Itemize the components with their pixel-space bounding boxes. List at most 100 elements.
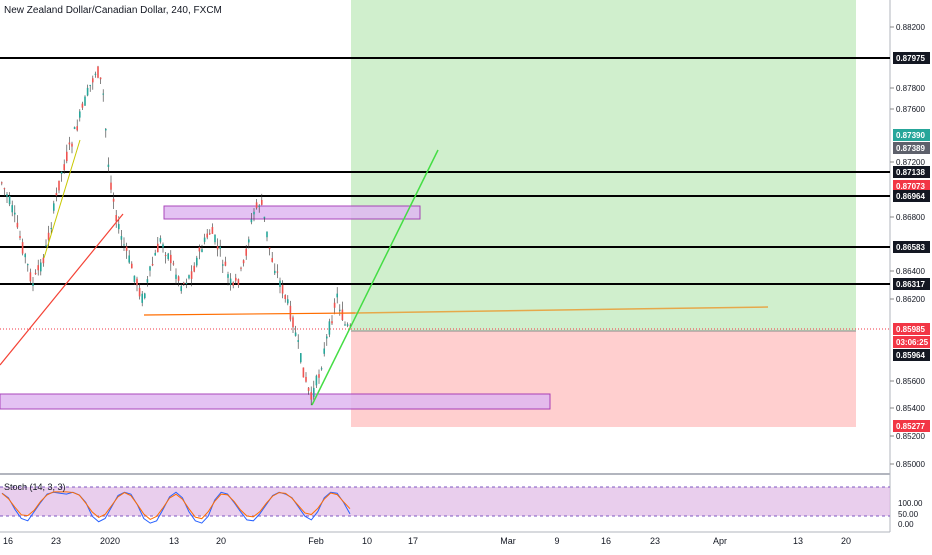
candle-body xyxy=(287,299,289,304)
candle-body xyxy=(266,231,268,238)
candle-body xyxy=(224,261,227,266)
candle-body xyxy=(198,247,201,252)
candle-body xyxy=(305,376,307,382)
price-badge xyxy=(893,336,930,348)
candle-body xyxy=(206,233,208,238)
candle-body xyxy=(24,254,26,258)
candle-body xyxy=(1,182,3,184)
candle-body xyxy=(250,219,253,223)
candle-body xyxy=(237,279,240,286)
candle-body xyxy=(94,73,97,75)
price-badge xyxy=(893,241,930,253)
price-badge-label: 0.87975 xyxy=(896,54,925,63)
candle-body xyxy=(276,271,279,273)
candle-body xyxy=(123,244,125,246)
candle-body xyxy=(201,249,203,253)
candle-body xyxy=(211,227,214,234)
candle-body xyxy=(289,305,292,320)
demand-zone[interactable] xyxy=(0,393,551,410)
stoch-tick-label: 50.00 xyxy=(898,510,919,519)
candle-body xyxy=(177,276,180,281)
supply-zone[interactable] xyxy=(163,205,421,220)
candle-body xyxy=(240,267,242,269)
price-badge-label: 03:06:25 xyxy=(896,338,929,347)
candle-body xyxy=(141,293,143,303)
trend-line-yellow[interactable] xyxy=(43,139,81,259)
candle-body xyxy=(170,254,172,264)
price-badge-label: 0.85277 xyxy=(896,422,925,431)
candle-body xyxy=(263,216,266,219)
time-tick-label: 9 xyxy=(554,536,559,546)
price-badge-label: 0.85985 xyxy=(896,325,925,334)
trend-line-red[interactable] xyxy=(0,213,124,366)
candle-body xyxy=(255,202,258,208)
candlestick-series[interactable] xyxy=(1,65,351,406)
candle-body xyxy=(284,295,286,300)
candle-body xyxy=(34,272,37,275)
trend-line-orange[interactable] xyxy=(143,312,356,316)
time-tick-label: 17 xyxy=(408,536,418,546)
candle-body xyxy=(232,282,234,286)
price-scale-area[interactable] xyxy=(890,0,932,550)
time-tick-label: 2020 xyxy=(100,536,120,546)
candle-body xyxy=(73,127,76,129)
time-tick-label: 16 xyxy=(3,536,13,546)
candle-body xyxy=(346,324,349,326)
time-tick-label: Feb xyxy=(308,536,324,546)
stoch-label: Stoch (14, 3, 3) xyxy=(4,482,66,492)
time-tick-label: 20 xyxy=(216,536,226,546)
candle-body xyxy=(336,293,338,298)
time-tick-label: 20 xyxy=(841,536,851,546)
candle-body xyxy=(214,234,216,243)
candle-body xyxy=(60,171,63,174)
candle-body xyxy=(302,367,305,378)
candle-body xyxy=(279,280,281,287)
time-tick-label: 23 xyxy=(650,536,660,546)
price-badge-label: 0.85964 xyxy=(896,351,925,360)
price-badge-label: 0.86583 xyxy=(896,243,925,252)
candle-body xyxy=(333,302,336,308)
candle-body xyxy=(16,222,19,228)
long-profit-zone[interactable] xyxy=(351,0,856,331)
price-tick-label: 0.85600 xyxy=(896,377,925,386)
candle-body xyxy=(261,199,263,205)
candle-body xyxy=(133,275,136,282)
candle-body xyxy=(274,270,276,274)
candle-body xyxy=(175,274,177,279)
candle-body xyxy=(92,78,94,83)
price-badge-label: 0.87073 xyxy=(896,182,925,191)
trend-line-orange-ext[interactable] xyxy=(354,306,769,314)
candle-body xyxy=(120,236,123,240)
trend-line-green[interactable] xyxy=(311,149,439,406)
price-badge xyxy=(893,166,930,178)
stoch-d-line[interactable] xyxy=(1,491,351,521)
time-scale[interactable]: 16 23 2020 13 20 Feb 10 17 Mar 9 16 23 Apr 13 20 xyxy=(3,536,851,546)
candle-body xyxy=(66,151,68,162)
price-badge xyxy=(893,278,930,290)
long-stop-zone[interactable] xyxy=(351,331,856,427)
time-tick-label: Apr xyxy=(713,536,727,546)
price-tick-label: 0.87800 xyxy=(896,84,925,93)
candle-body xyxy=(315,375,318,386)
price-tick-label: 0.86200 xyxy=(896,295,925,304)
candle-body xyxy=(99,77,102,80)
candle-body xyxy=(105,128,107,131)
price-badge xyxy=(893,420,930,432)
price-tick-label: 0.85200 xyxy=(896,432,925,441)
candle-body xyxy=(159,238,162,242)
candle-body xyxy=(219,246,221,249)
stoch-scale-ticks: 100.00 50.000.00 xyxy=(898,499,923,529)
candle-body xyxy=(185,282,188,284)
price-badge-label: 0.86964 xyxy=(896,192,925,201)
chart-title: New Zealand Dollar/Canadian Dollar, 240,… xyxy=(4,5,222,16)
candle-body xyxy=(110,182,112,190)
stoch-tick-label: 100.00 xyxy=(898,499,923,508)
candle-body xyxy=(180,286,182,292)
candle-body xyxy=(268,247,271,250)
candle-body xyxy=(27,264,29,266)
candle-body xyxy=(323,348,325,354)
price-badge-label: 0.87390 xyxy=(896,131,925,140)
candle-body xyxy=(68,142,71,145)
price-scale-badges: 0.87975 0.87390 0.87389 0.87138 0.870730.869… xyxy=(893,52,930,432)
